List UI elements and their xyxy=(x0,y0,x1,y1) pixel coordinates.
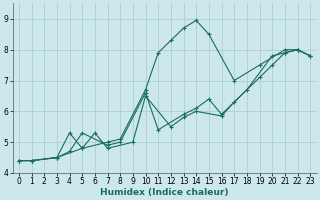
X-axis label: Humidex (Indice chaleur): Humidex (Indice chaleur) xyxy=(100,188,229,197)
